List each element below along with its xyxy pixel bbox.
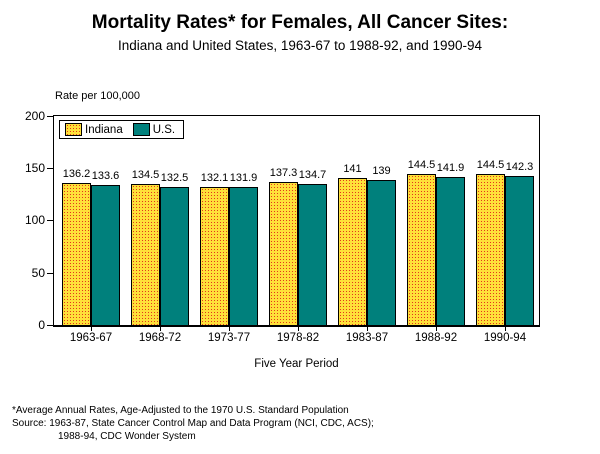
- bar-value-indiana-1988-92: 144.5: [407, 159, 436, 171]
- bar-value-u-s-1973-77: 131.9: [229, 172, 258, 184]
- bar-value-u-s-1968-72: 132.5: [160, 172, 189, 184]
- bar-value-u-s-1988-92: 141.9: [436, 162, 465, 174]
- x-axis-title: Five Year Period: [254, 358, 339, 370]
- y-label-100: 100: [24, 213, 45, 227]
- x-label-1968-72: 1968-72: [138, 332, 182, 344]
- bar-u-s-1968-72: [160, 187, 189, 325]
- legend-label-indiana: Indiana: [85, 123, 123, 136]
- y-tick-50: [47, 273, 53, 274]
- plot-area: Indiana U.S. 136.2 133.6 134.5 132.5 132.1 13…: [53, 115, 540, 327]
- y-tick-200: [47, 116, 53, 117]
- bar-value-u-s-1990-94: 142.3: [505, 161, 534, 173]
- bar-value-indiana-1978-82: 137.3: [269, 167, 298, 179]
- y-label-0: 0: [38, 318, 45, 332]
- indiana-swatch-icon: [65, 123, 82, 136]
- chart-subtitle: Indiana and United States, 1963-67 to 19…: [117, 38, 483, 53]
- bar-u-s-1983-87: [367, 180, 396, 325]
- x-tick-1988-92: [436, 327, 437, 331]
- bar-indiana-1978-82: [269, 182, 298, 325]
- y-axis-title: Rate per 100,000: [55, 90, 141, 102]
- y-tick-100: [47, 220, 53, 221]
- bar-indiana-1983-87: [338, 178, 367, 325]
- bar-value-indiana-1973-77: 132.1: [200, 172, 229, 184]
- legend: Indiana U.S.: [59, 120, 185, 139]
- x-label-1983-87: 1983-87: [345, 332, 389, 344]
- chart-title: Mortality Rates* for Females, All Cancer…: [91, 12, 509, 33]
- y-tick-150: [47, 168, 53, 169]
- legend-entry-indiana: Indiana: [65, 123, 123, 136]
- bar-u-s-1963-67: [91, 185, 120, 325]
- bar-value-indiana-1963-67: 136.2: [62, 168, 91, 180]
- footnote-source-2: 1988-94, CDC Wonder System: [58, 431, 196, 442]
- footnote-rates: *Average Annual Rates, Age-Adjusted to t…: [12, 405, 349, 416]
- x-tick-1963-67: [91, 327, 92, 331]
- x-tick-1978-82: [298, 327, 299, 331]
- x-tick-1968-72: [160, 327, 161, 331]
- bar-value-indiana-1990-94: 144.5: [476, 159, 505, 171]
- footnotes: *Average Annual Rates, Age-Adjusted to t…: [12, 404, 374, 443]
- bar-u-s-1978-82: [298, 184, 327, 325]
- x-tick-1983-87: [367, 327, 368, 331]
- x-label-1973-77: 1973-77: [207, 332, 251, 344]
- y-label-50: 50: [31, 266, 45, 280]
- footnote-source: Source: 1963-87, State Cancer Control Ma…: [12, 418, 374, 429]
- x-label-1990-94: 1990-94: [483, 332, 527, 344]
- bar-value-u-s-1963-67: 133.6: [91, 170, 120, 182]
- x-label-1963-67: 1963-67: [69, 332, 113, 344]
- bar-u-s-1973-77: [229, 187, 258, 325]
- x-label-1988-92: 1988-92: [414, 332, 458, 344]
- bar-value-u-s-1983-87: 139: [372, 165, 391, 177]
- bar-indiana-1990-94: [476, 174, 505, 325]
- y-tick-0: [47, 325, 53, 326]
- y-label-150: 150: [24, 161, 45, 175]
- bar-indiana-1963-67: [62, 183, 91, 325]
- us-swatch-icon: [132, 123, 150, 136]
- legend-label-us: U.S.: [152, 123, 176, 136]
- x-tick-1973-77: [229, 327, 230, 331]
- bar-u-s-1988-92: [436, 177, 465, 325]
- x-tick-1990-94: [505, 327, 506, 331]
- bar-value-u-s-1978-82: 134.7: [298, 169, 327, 181]
- bar-indiana-1968-72: [131, 184, 160, 325]
- y-label-200: 200: [24, 109, 45, 123]
- bar-value-indiana-1983-87: 141: [343, 163, 362, 175]
- bar-indiana-1988-92: [407, 174, 436, 325]
- legend-entry-us: U.S.: [132, 123, 176, 136]
- x-label-1978-82: 1978-82: [276, 332, 320, 344]
- bar-indiana-1973-77: [200, 187, 229, 325]
- bar-u-s-1990-94: [505, 176, 534, 325]
- bar-value-indiana-1968-72: 134.5: [131, 169, 160, 181]
